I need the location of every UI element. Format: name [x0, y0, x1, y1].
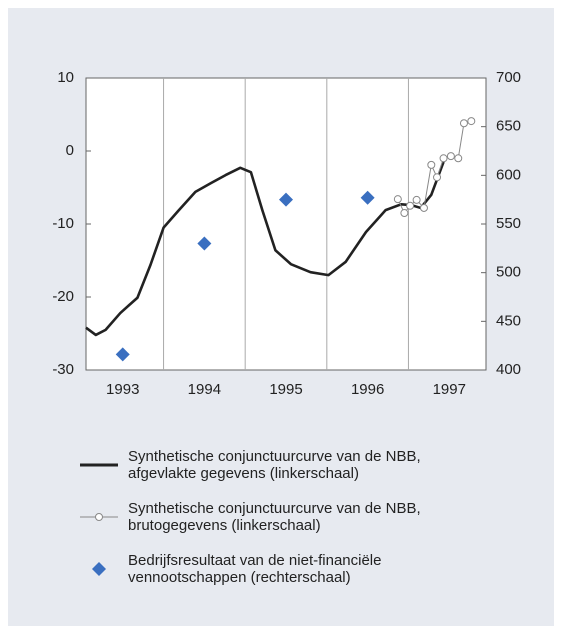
point-marker — [419, 203, 428, 212]
x-tick-label: 1996 — [351, 381, 384, 398]
x-tick-label: 1995 — [269, 381, 302, 398]
x-tick-label: 1994 — [188, 381, 221, 398]
point-marker — [467, 117, 476, 126]
legend-marker — [95, 513, 103, 521]
y-tick-label: -10 — [52, 215, 74, 232]
legend-label: Synthetische conjunctuurcurve van de NBB… — [128, 500, 421, 534]
y2-tick-label: 700 — [496, 69, 521, 86]
legend-label: Synthetische conjunctuurcurve van de NBB… — [128, 448, 421, 482]
y2-tick-label: 600 — [496, 166, 521, 183]
diamond-marker — [115, 347, 130, 362]
diamond-marker — [279, 192, 293, 207]
y2-tick-label: 400 — [496, 361, 521, 378]
y-tick-label: -30 — [52, 361, 74, 378]
diamond-marker — [360, 190, 375, 205]
y-tick-label: 0 — [66, 142, 74, 159]
point-marker — [439, 154, 448, 163]
point-marker — [433, 173, 442, 182]
y2-tick-label: 650 — [496, 118, 521, 135]
point-marker — [406, 201, 415, 210]
point-marker — [427, 160, 436, 169]
plot-area — [85, 77, 487, 371]
y2-tick-label: 500 — [496, 264, 521, 281]
x-tick-label: 1993 — [106, 381, 139, 398]
point-marker — [454, 154, 463, 163]
point-marker — [400, 209, 409, 218]
point-marker — [393, 195, 402, 204]
legend-label: Bedrijfsresultaat van de niet-financiële… — [128, 552, 382, 586]
point-marker — [446, 152, 455, 161]
diamond-marker — [197, 236, 212, 251]
legend-marker — [92, 562, 106, 576]
series-line — [85, 161, 445, 337]
y-tick-label: -20 — [52, 288, 74, 305]
point-marker — [459, 119, 468, 128]
y2-tick-label: 450 — [496, 312, 521, 329]
x-tick-label: 1997 — [433, 381, 466, 398]
point-marker — [412, 195, 421, 204]
y-tick-label: 10 — [57, 69, 74, 86]
y2-tick-label: 550 — [496, 215, 521, 232]
